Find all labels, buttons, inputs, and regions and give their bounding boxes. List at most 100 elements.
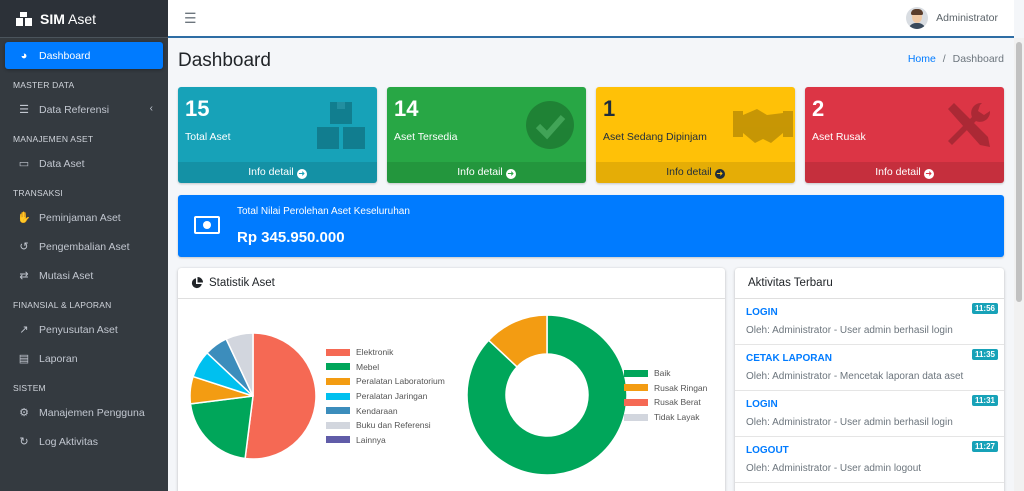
stat-label: Aset Sedang Dipinjam: [603, 131, 707, 143]
activity-item[interactable]: LOGIN Oleh: Administrator - User admin be…: [735, 299, 1004, 345]
sidebar-item-penyusutan-aset[interactable]: ↗ Penyusutan Aset: [5, 316, 163, 343]
sidebar-item-laporan[interactable]: ▤ Laporan: [5, 345, 163, 372]
sidebar-item-label: Log Aktivitas: [39, 435, 98, 448]
legend-item-tidak-layak[interactable]: Tidak Layak: [624, 410, 707, 425]
brand-name: SIM Aset: [40, 10, 97, 27]
activity-item[interactable]: LOGIN Oleh: Administrator - User admin be…: [735, 391, 1004, 437]
legend-item-buku-dan-referensi[interactable]: Buku dan Referensi: [326, 418, 445, 433]
slice-buku-dan-referensi[interactable]: [225, 332, 254, 397]
desktop-icon: ▭: [18, 158, 30, 170]
info-detail-label: Info detail: [875, 166, 921, 178]
activity-time-badge: 11:35: [971, 349, 998, 360]
legend-swatch: [326, 348, 350, 356]
sidebar-item-pengembalian-aset[interactable]: ↺ Pengembalian Aset: [5, 233, 163, 260]
legend-item-rusak-ringan[interactable]: Rusak Ringan: [624, 381, 707, 396]
legend-label: Lainnya: [356, 434, 386, 445]
user-menu[interactable]: Administrator: [906, 7, 998, 29]
activity-item-title[interactable]: LOGIN: [746, 307, 778, 318]
stat-value: 15: [185, 96, 210, 121]
sidebar-item-mutasi-aset[interactable]: ⇄ Mutasi Aset: [5, 262, 163, 289]
slice-baik[interactable]: [466, 314, 628, 476]
handshake-icon: [733, 99, 793, 151]
scrollbar-thumb[interactable]: [1016, 42, 1022, 302]
sidebar-item-log-aktivitas[interactable]: ↻ Log Aktivitas: [5, 428, 163, 455]
arrow-circle-right-icon: ➜: [714, 169, 725, 179]
legend-swatch: [326, 421, 350, 429]
breadcrumb-home[interactable]: Home: [907, 53, 936, 65]
database-icon: ☰: [19, 104, 29, 116]
money-bill-icon: [194, 216, 220, 234]
sidebar-item-label: Mutasi Aset: [39, 269, 94, 282]
nav-header-transaksi: TRANSAKSI: [13, 188, 63, 198]
sidebar-item-dashboard[interactable]: ◕ Dashboard: [5, 42, 163, 69]
sidebar-item-peminjaman-aset[interactable]: ✋ Peminjaman Aset: [5, 204, 163, 231]
legend-swatch: [624, 384, 648, 392]
arrow-circle-right-icon: ➜: [923, 169, 934, 179]
page-title: Dashboard: [178, 50, 271, 71]
pie-chart-kategori: [189, 332, 317, 460]
menu-toggle-icon[interactable]: ☰: [184, 9, 197, 26]
legend-label: Rusak Berat: [654, 397, 701, 408]
slice-mebel[interactable]: [189, 395, 254, 460]
legend-swatch: [326, 407, 350, 415]
nav-header-sistem: SISTEM: [13, 383, 46, 393]
activity-item-desc: Oleh: Administrator - User admin berhasi…: [746, 325, 953, 336]
legend-item-lainnya[interactable]: Lainnya: [326, 433, 445, 448]
users-cog-icon: ⚙: [19, 407, 29, 419]
activity-title: Aktivitas Terbaru: [748, 277, 833, 289]
nav-header-finansial-laporan: FINANSIAL & LAPORAN: [13, 300, 112, 310]
statistik-card: Statistik Aset Elektronik Mebel Peralatan …: [178, 268, 725, 491]
breadcrumb-separator: /: [942, 53, 946, 65]
legend-kategori: Elektronik Mebel Peralatan Laboratorium Per…: [326, 345, 445, 447]
total-value-label: Total Nilai Perolehan Aset Keseluruhan: [237, 206, 410, 217]
legend-swatch: [326, 377, 350, 385]
activity-list: LOGIN Oleh: Administrator - User admin be…: [735, 299, 1004, 483]
slice-elektronik[interactable]: [244, 332, 317, 460]
info-detail-link[interactable]: Info detail ➜: [387, 162, 586, 183]
legend-item-baik[interactable]: Baik: [624, 366, 707, 381]
activity-item[interactable]: CETAK LAPORAN Oleh: Administrator - Mence…: [735, 345, 1004, 391]
legend-item-elektronik[interactable]: Elektronik: [326, 345, 445, 360]
activity-item-title[interactable]: LOGOUT: [746, 445, 789, 456]
chart-pie-icon: [191, 277, 203, 289]
legend-swatch: [326, 436, 350, 444]
legend-swatch: [624, 413, 648, 421]
nav-header-manajemen-aset: MANAJEMEN ASET: [13, 134, 94, 144]
activity-item[interactable]: LOGOUT Oleh: Administrator - User admin l…: [735, 437, 1004, 483]
info-detail-link[interactable]: Info detail ➜: [178, 162, 377, 183]
legend-item-kendaraan[interactable]: Kendaraan: [326, 403, 445, 418]
legend-label: Mebel: [356, 361, 380, 372]
stat-value: 14: [394, 96, 419, 121]
legend-item-peralatan-jaringan[interactable]: Peralatan Jaringan: [326, 389, 445, 404]
chart-line-icon: ↗: [19, 324, 29, 336]
boxes-icon: [315, 99, 367, 151]
legend-item-peralatan-laboratorium[interactable]: Peralatan Laboratorium: [326, 374, 445, 389]
sidebar-item-label: Data Referensi: [39, 103, 110, 116]
sidebar-item-manajemen-pengguna[interactable]: ⚙ Manajemen Pengguna: [5, 399, 163, 426]
sidebar-item-data-aset[interactable]: ▭ Data Aset: [5, 150, 163, 177]
exchange-icon: ⇄: [19, 270, 29, 282]
history-icon: ↻: [19, 436, 29, 448]
activity-card-header: Aktivitas Terbaru: [735, 268, 1004, 299]
info-detail-link[interactable]: Info detail ➜: [805, 162, 1004, 183]
avatar: [906, 7, 929, 29]
warehouse-logo-icon: [16, 11, 32, 26]
topbar: ☰ Administrator: [168, 0, 1014, 38]
check-circle-icon: [524, 99, 576, 151]
legend-item-rusak-berat[interactable]: Rusak Berat: [624, 395, 707, 410]
sidebar-item-label: Data Aset: [39, 157, 85, 170]
stat-box-total-aset: 15 Total Aset Info detail ➜: [178, 87, 377, 183]
nav-header-master-data: MASTER DATA: [13, 80, 75, 90]
activity-item-title[interactable]: CETAK LAPORAN: [746, 353, 832, 364]
activity-item-title[interactable]: LOGIN: [746, 399, 778, 410]
legend-label: Tidak Layak: [654, 412, 700, 423]
brand[interactable]: SIM Aset: [0, 0, 168, 38]
legend-kondisi: Baik Rusak Ringan Rusak Berat Tidak Layak: [624, 366, 707, 424]
info-detail-label: Info detail: [457, 166, 503, 178]
sidebar-item-data-referensi[interactable]: ☰ Data Referensi ‹: [5, 96, 163, 123]
legend-item-mebel[interactable]: Mebel: [326, 360, 445, 375]
info-detail-link[interactable]: Info detail ➜: [596, 162, 795, 183]
stat-box-aset-sedang-dipinjam: 1 Aset Sedang Dipinjam Info detail ➜: [596, 87, 795, 183]
slice-rusak-ringan[interactable]: [487, 314, 548, 368]
main-content: Dashboard Home / Dashboard 15 Total Aset I…: [168, 40, 1014, 491]
